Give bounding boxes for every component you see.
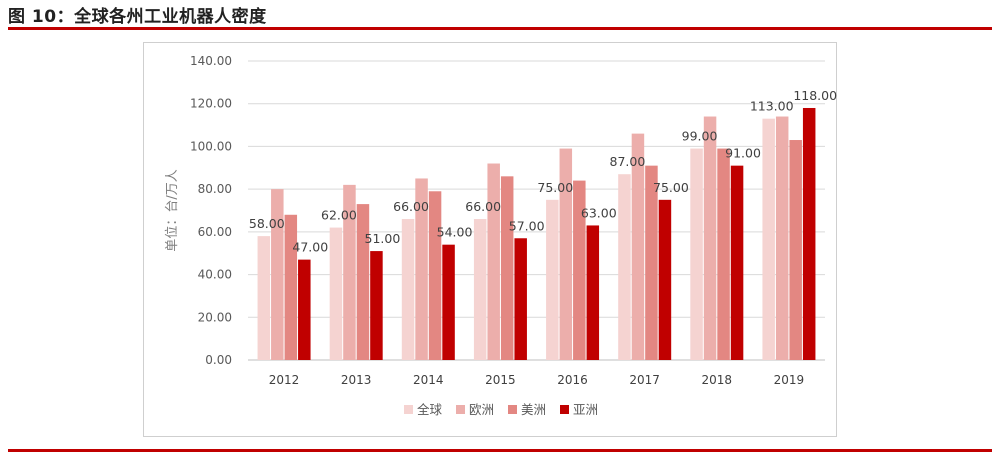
legend-label-全球: 全球 [417, 402, 443, 417]
bar-亚洲-2013 [370, 251, 383, 360]
bar-欧洲-2018 [703, 116, 717, 361]
bar-欧洲-2015 [487, 163, 500, 360]
y-tick-label: 140.00 [190, 54, 232, 68]
y-tick-label: 100.00 [190, 139, 232, 153]
chart-frame [143, 42, 837, 437]
data-label: 57.00 [509, 218, 545, 233]
bar-全球-2019 [762, 118, 775, 361]
data-label: 66.00 [465, 199, 501, 214]
x-tick-label: 2016 [557, 373, 588, 387]
x-tick-label: 2015 [485, 373, 516, 387]
y-tick-label: 60.00 [198, 225, 232, 239]
data-label: 91.00 [725, 146, 761, 161]
bar-亚洲-2016 [586, 225, 600, 360]
bar-亚洲-2015 [514, 238, 527, 360]
data-label: 58.00 [249, 216, 285, 231]
bar-亚洲-2014 [442, 244, 455, 360]
bar-全球-2016 [546, 199, 559, 360]
bar-全球-2013 [329, 227, 343, 360]
x-tick-label: 2019 [774, 373, 805, 387]
data-label: 62.00 [321, 208, 357, 223]
bar-欧洲-2012 [271, 189, 284, 360]
data-label: 47.00 [292, 240, 328, 255]
bar-亚洲-2018 [730, 165, 744, 360]
legend-label-欧洲: 欧洲 [469, 402, 494, 417]
top-rule [8, 27, 992, 30]
bar-欧洲-2014 [415, 178, 428, 360]
bar-亚洲-2017 [658, 199, 672, 360]
bar-美洲-2012 [284, 214, 298, 360]
y-axis-title: 单位：台/万人 [165, 169, 180, 251]
bar-欧洲-2016 [559, 148, 573, 360]
bar-亚洲-2019 [802, 107, 816, 360]
bar-欧洲-2019 [775, 116, 789, 361]
y-tick-label: 0.00 [205, 353, 232, 367]
data-label: 75.00 [537, 180, 573, 195]
bar-美洲-2016 [573, 180, 586, 360]
bar-美洲-2019 [789, 140, 802, 360]
bar-全球-2015 [473, 219, 487, 360]
legend-swatch-美洲 [508, 405, 517, 414]
data-label: 66.00 [393, 199, 429, 214]
legend-swatch-欧洲 [456, 405, 465, 414]
data-label: 54.00 [437, 225, 473, 240]
data-label: 63.00 [581, 205, 617, 220]
x-tick-label: 2018 [702, 373, 733, 387]
y-tick-label: 80.00 [198, 182, 232, 196]
bar-全球-2017 [618, 174, 631, 360]
data-label: 99.00 [682, 129, 718, 144]
figure-title: 图 10：全球各州工业机器人密度 [8, 7, 267, 27]
bar-美洲-2018 [717, 148, 730, 360]
bar-美洲-2017 [645, 165, 658, 360]
data-label: 75.00 [653, 180, 689, 195]
data-label: 113.00 [750, 99, 794, 114]
data-label: 118.00 [793, 88, 837, 103]
x-tick-label: 2017 [629, 373, 660, 387]
legend-swatch-全球 [404, 405, 413, 414]
x-tick-label: 2013 [341, 373, 372, 387]
bar-美洲-2013 [356, 204, 370, 360]
legend-label-美洲: 美洲 [521, 402, 546, 417]
bar-全球-2018 [690, 148, 703, 360]
data-label: 51.00 [365, 231, 401, 246]
bar-美洲-2014 [428, 191, 442, 360]
y-tick-label: 40.00 [198, 268, 232, 282]
bar-亚洲-2012 [298, 259, 311, 360]
data-label: 87.00 [610, 154, 646, 169]
legend-label-亚洲: 亚洲 [573, 402, 598, 417]
x-tick-label: 2014 [413, 373, 444, 387]
bar-美洲-2015 [500, 176, 514, 360]
bottom-rule [8, 449, 992, 452]
x-tick-label: 2012 [269, 373, 300, 387]
bar-全球-2012 [257, 236, 271, 360]
bar-欧洲-2013 [343, 184, 356, 360]
legend-swatch-亚洲 [560, 405, 569, 414]
bar-全球-2014 [401, 219, 415, 360]
y-tick-label: 120.00 [190, 97, 232, 111]
bar-欧洲-2017 [631, 133, 645, 360]
y-tick-label: 20.00 [198, 310, 232, 324]
